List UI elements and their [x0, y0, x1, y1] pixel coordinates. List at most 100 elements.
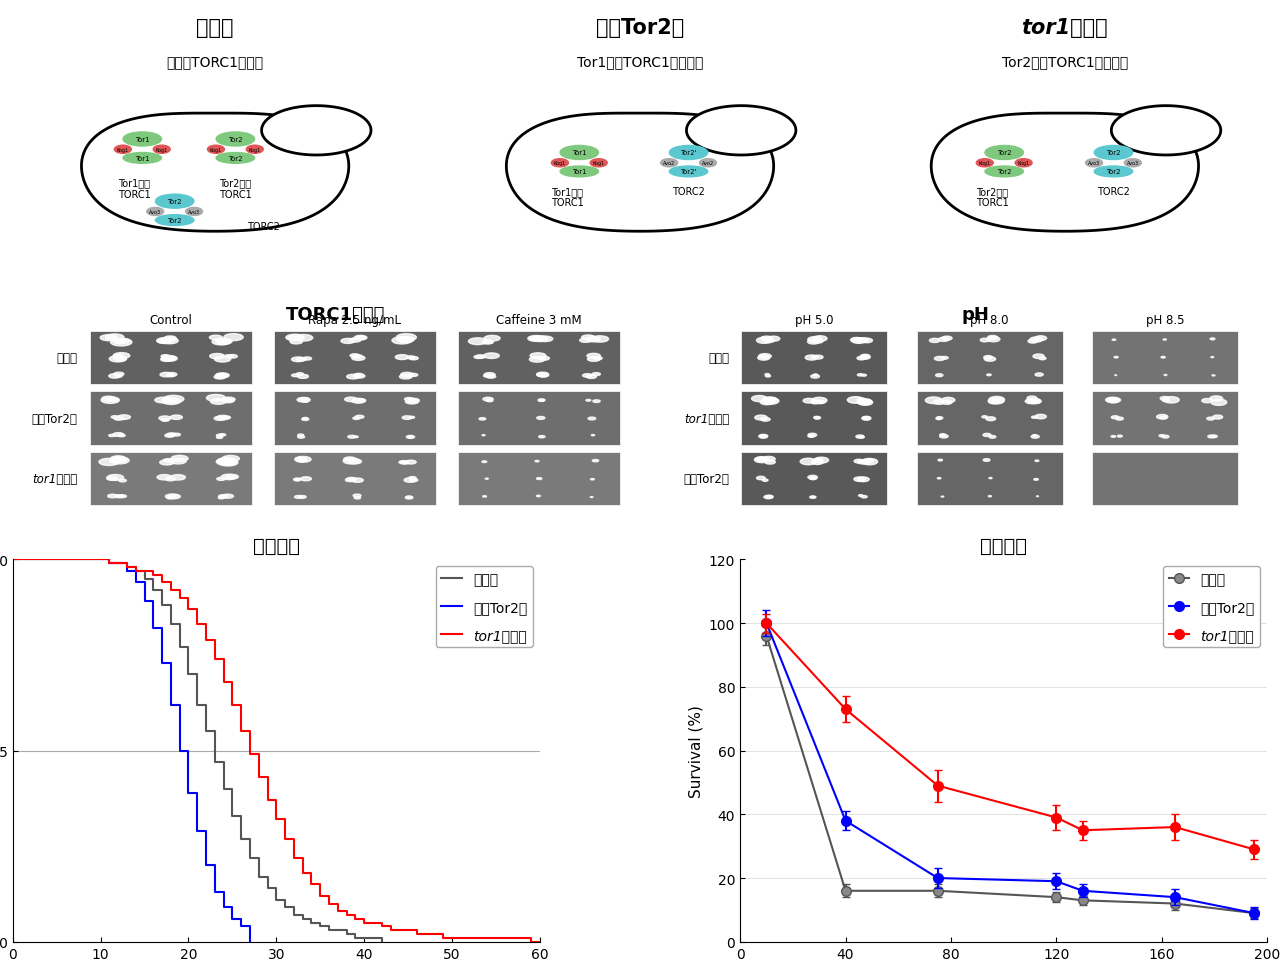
Circle shape — [407, 357, 415, 359]
Circle shape — [216, 339, 232, 345]
Circle shape — [586, 400, 591, 402]
野生株 — [233, 833, 248, 845]
Circle shape — [353, 374, 364, 378]
Ellipse shape — [216, 154, 255, 164]
野生株 — [198, 726, 214, 737]
Circle shape — [352, 399, 365, 404]
Circle shape — [406, 497, 413, 500]
野生株 — [330, 924, 346, 936]
Title: 分裂寿命: 分裂寿命 — [253, 536, 300, 555]
Circle shape — [814, 417, 819, 419]
Circle shape — [535, 461, 539, 462]
Circle shape — [859, 495, 863, 497]
Text: Tor1由来
TORC1: Tor1由来 TORC1 — [118, 179, 151, 200]
Circle shape — [1034, 479, 1038, 480]
Text: 二つのTORC1を持つ: 二つのTORC1を持つ — [166, 56, 264, 69]
Ellipse shape — [1094, 167, 1133, 178]
野生株 — [242, 852, 257, 864]
Text: 野生株: 野生株 — [709, 352, 730, 364]
改造Tor2株 — [216, 901, 232, 913]
tor1欠損株 — [462, 932, 477, 944]
Circle shape — [942, 336, 952, 341]
Circle shape — [106, 398, 116, 402]
Circle shape — [119, 480, 127, 482]
tor1欠損株 — [49, 554, 64, 566]
Circle shape — [293, 479, 301, 481]
Circle shape — [114, 340, 125, 344]
Circle shape — [854, 459, 864, 463]
改造Tor2株 — [110, 558, 125, 570]
Circle shape — [118, 339, 129, 344]
Circle shape — [288, 335, 303, 341]
Circle shape — [936, 375, 943, 378]
Text: TORC2: TORC2 — [1097, 186, 1130, 197]
Circle shape — [115, 495, 124, 498]
Circle shape — [296, 458, 307, 462]
tor1欠損株 — [278, 833, 293, 845]
tor1欠損株 — [294, 867, 310, 878]
Circle shape — [925, 398, 942, 405]
Circle shape — [353, 495, 361, 498]
Circle shape — [1208, 435, 1215, 438]
Circle shape — [170, 458, 186, 464]
Circle shape — [812, 357, 818, 359]
Circle shape — [483, 461, 486, 463]
野生株 — [172, 642, 187, 653]
Circle shape — [1032, 417, 1037, 419]
Bar — [458, 453, 620, 506]
Circle shape — [527, 336, 544, 342]
Circle shape — [759, 435, 768, 438]
野生株 — [374, 936, 389, 948]
Circle shape — [164, 459, 173, 462]
Circle shape — [860, 356, 870, 359]
Circle shape — [1161, 357, 1165, 358]
Circle shape — [763, 357, 769, 359]
tor1欠損株 — [383, 924, 398, 936]
Bar — [458, 392, 620, 445]
改造Tor2株 — [5, 554, 20, 566]
Circle shape — [161, 338, 178, 344]
Circle shape — [302, 400, 308, 403]
Circle shape — [812, 398, 827, 404]
Circle shape — [582, 374, 593, 378]
Ellipse shape — [1015, 160, 1032, 167]
Circle shape — [538, 374, 548, 378]
Circle shape — [348, 459, 361, 464]
Title: 経時寿命: 経時寿命 — [980, 536, 1027, 555]
Circle shape — [1036, 415, 1046, 419]
tor1欠損株 — [137, 565, 152, 577]
tor1欠損株 — [287, 852, 302, 864]
tor1欠損株 — [155, 577, 170, 588]
Circle shape — [291, 340, 302, 345]
Circle shape — [173, 433, 180, 436]
Circle shape — [224, 334, 243, 341]
Circle shape — [755, 457, 767, 462]
Circle shape — [479, 418, 485, 421]
Circle shape — [170, 475, 186, 480]
Circle shape — [210, 335, 223, 340]
Circle shape — [410, 357, 419, 360]
Text: Kog1: Kog1 — [248, 148, 261, 153]
Circle shape — [483, 398, 493, 402]
Text: Tor1由来
TORC1: Tor1由来 TORC1 — [550, 186, 584, 209]
Circle shape — [484, 336, 500, 342]
Circle shape — [1032, 401, 1041, 404]
Text: Tor2: Tor2 — [1106, 150, 1121, 157]
Text: Avo2: Avo2 — [701, 161, 714, 166]
Circle shape — [160, 373, 173, 378]
tor1欠損株 — [5, 554, 20, 566]
野生株 — [207, 756, 223, 768]
Circle shape — [99, 458, 119, 466]
Circle shape — [805, 356, 818, 360]
改造Tor2株 — [198, 860, 214, 872]
改造Tor2株 — [101, 558, 116, 570]
Y-axis label: Survival (%): Survival (%) — [689, 704, 703, 798]
tor1欠損株 — [374, 921, 389, 932]
Polygon shape — [261, 107, 371, 156]
野生株 — [269, 894, 284, 905]
Circle shape — [1033, 355, 1044, 359]
Circle shape — [344, 398, 357, 403]
Polygon shape — [82, 114, 348, 232]
Circle shape — [1116, 418, 1124, 421]
Circle shape — [404, 398, 413, 402]
